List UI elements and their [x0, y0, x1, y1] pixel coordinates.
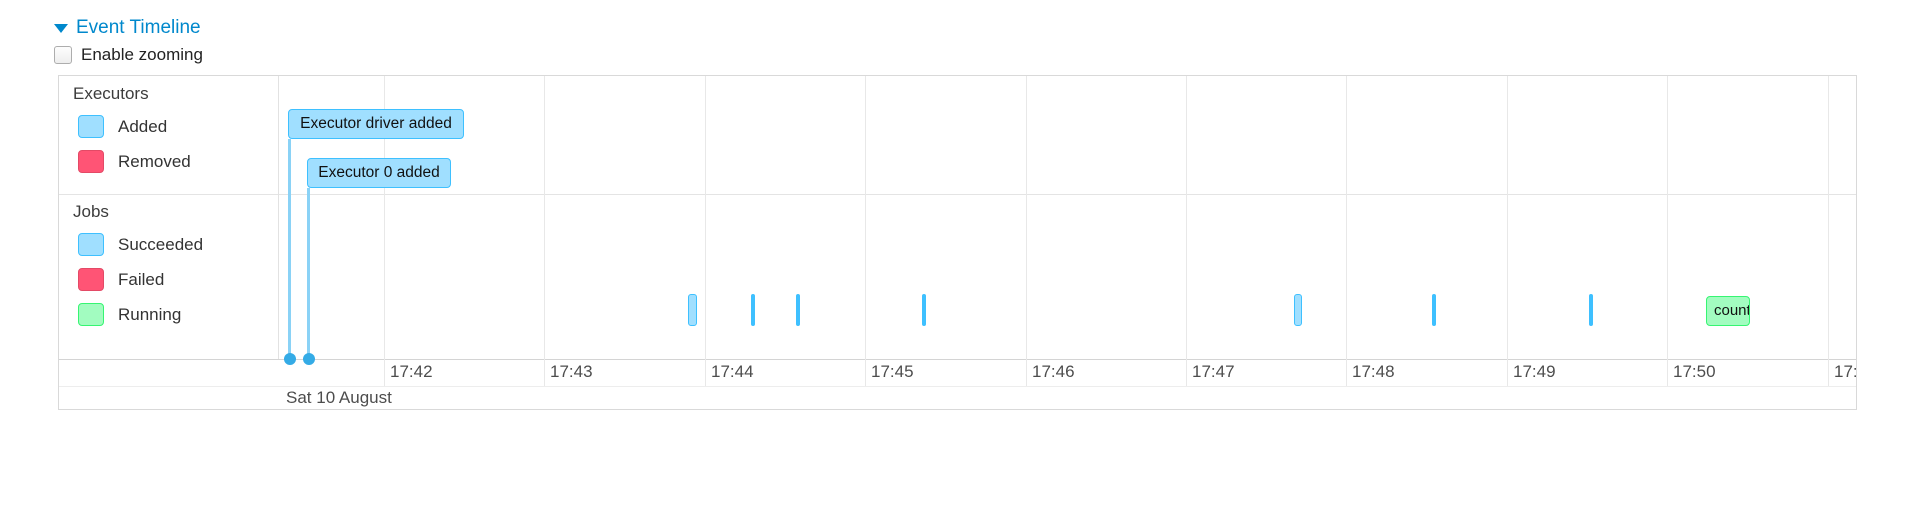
axis-tick-label: 17:50	[1673, 362, 1716, 381]
job-succeeded-bar[interactable]	[1589, 294, 1593, 326]
time-axis-line	[59, 359, 1856, 360]
time-gridline	[1026, 76, 1027, 386]
time-gridline	[1346, 76, 1347, 386]
executor-event-anchor-line	[288, 139, 291, 359]
job-succeeded-bar[interactable]	[796, 294, 800, 326]
time-gridline	[1828, 76, 1829, 386]
time-gridline	[544, 76, 545, 386]
axis-date-label: Sat 10 August	[286, 388, 392, 407]
job-succeeded-bar[interactable]	[1432, 294, 1436, 326]
legend-group-title: Executors	[73, 84, 149, 103]
time-gridline	[1507, 76, 1508, 386]
legend-label: Failed	[118, 270, 165, 289]
legend-label: Succeeded	[118, 235, 204, 254]
job-running-box[interactable]: count	[1706, 296, 1750, 326]
executor-event-dot	[283, 353, 296, 365]
time-gridline	[865, 76, 866, 386]
executor-event-anchor-line	[307, 188, 310, 359]
legend-label: Running	[118, 305, 182, 324]
enable-zooming-label[interactable]: Enable zooming	[81, 45, 203, 64]
enable-zooming-checkbox[interactable]	[54, 46, 72, 64]
executor-event-box[interactable]: Executor driver added	[288, 109, 464, 139]
legend-swatch-failed	[78, 268, 104, 291]
legend-label: Added	[118, 117, 168, 136]
job-succeeded-bar[interactable]	[751, 294, 755, 326]
enable-zooming-row: Enable zooming	[54, 44, 203, 66]
legend-swatch-added	[78, 115, 104, 138]
time-gridline	[1667, 76, 1668, 386]
legend-label: Removed	[118, 152, 191, 171]
time-gridline	[705, 76, 706, 386]
executor-event-dot	[302, 353, 315, 365]
axis-tick-label: 17:49	[1513, 362, 1556, 381]
axis-tick-label: 17:48	[1352, 362, 1395, 381]
executor-event-box[interactable]: Executor 0 added	[307, 158, 451, 188]
chevron-down-icon	[54, 23, 68, 33]
axis-tick-label: 17:43	[550, 362, 593, 381]
event-timeline-toggle[interactable]: Event Timeline	[54, 16, 201, 40]
legend-swatch-succeeded	[78, 233, 104, 256]
axis-tick-label: 17:44	[711, 362, 754, 381]
axis-tick-label: 17:5	[1834, 362, 1856, 381]
axis-minor-row-line	[59, 386, 1856, 387]
page-title: Event Timeline	[76, 17, 201, 38]
time-gridline	[384, 76, 385, 386]
axis-tick-label: 17:42	[390, 362, 433, 381]
legend-swatch-removed	[78, 150, 104, 173]
job-succeeded-bar[interactable]	[688, 294, 697, 326]
job-succeeded-bar[interactable]	[1294, 294, 1302, 326]
timeline-panel: Sat 10 August 17:42 17:43 17:44 17:45 17:46 1…	[58, 75, 1857, 410]
axis-tick-label: 17:47	[1192, 362, 1235, 381]
time-gridline	[1186, 76, 1187, 386]
legend-swatch-running	[78, 303, 104, 326]
job-succeeded-bar[interactable]	[922, 294, 926, 326]
lane-divider	[59, 194, 1856, 195]
legend-divider	[278, 76, 279, 359]
axis-tick-label: 17:45	[871, 362, 914, 381]
axis-tick-label: 17:46	[1032, 362, 1075, 381]
legend-group-title: Jobs	[73, 202, 109, 221]
